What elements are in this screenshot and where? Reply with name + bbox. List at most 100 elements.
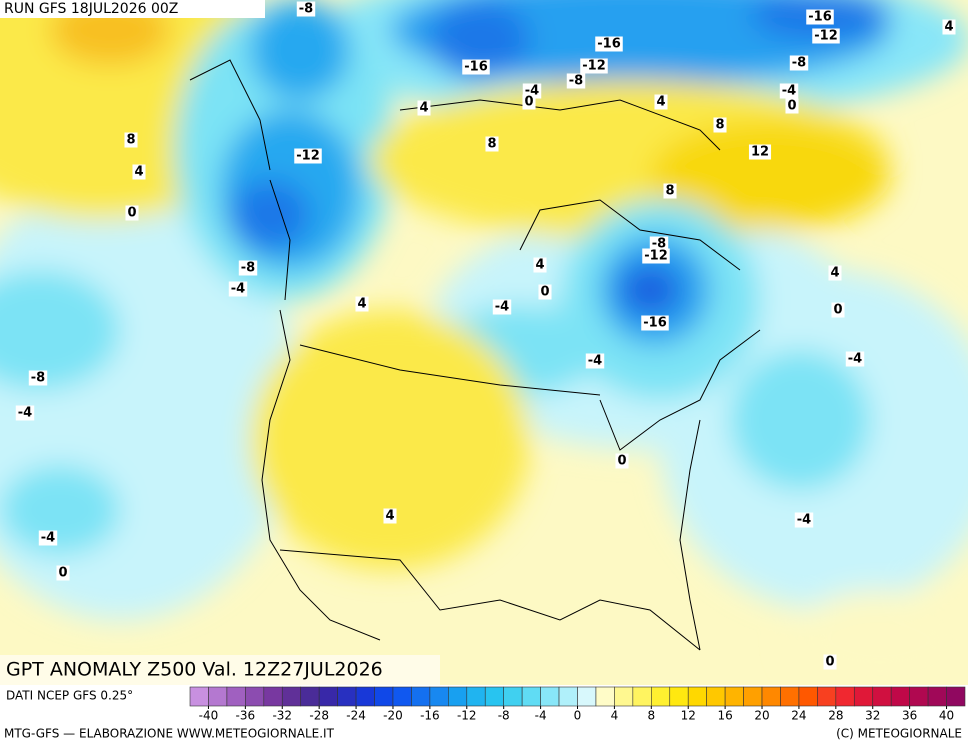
footer-right: (C) METEOGIORNALE — [836, 727, 962, 741]
colorbar-tick-label: 24 — [791, 709, 806, 723]
contour-label: -16 — [808, 10, 832, 25]
contour-label: 4 — [357, 297, 366, 312]
colorbar-swatch — [411, 686, 431, 707]
contour-label: -4 — [782, 84, 796, 99]
colorbar: -40 -36 -32 -28 -24 -20 -16 -12 -8 -4 0 4 8 12 16 20 24 2… — [189, 686, 966, 723]
colorbar-tick-label: 36 — [902, 709, 917, 723]
contour-label-bg — [789, 55, 809, 71]
colorbar-swatch — [817, 686, 837, 707]
contour-label-bg — [654, 94, 668, 110]
colorbar-swatch — [909, 686, 929, 707]
contour-label-bg — [828, 265, 842, 281]
contour-label: -8 — [241, 261, 255, 276]
contour-label-bg — [485, 136, 499, 152]
colorbar-tick-label: -12 — [457, 709, 477, 723]
contour-label-bg — [56, 565, 70, 581]
contour-label: 0 — [524, 95, 533, 110]
contour-label: 8 — [126, 133, 135, 148]
contour-label-bg — [533, 257, 547, 273]
contour-label-bg — [748, 144, 772, 160]
contour-label-bg — [649, 236, 669, 252]
colorbar-swatch — [540, 686, 560, 707]
contour-label: 4 — [385, 509, 394, 524]
contour-label-bg — [238, 260, 258, 276]
colorbar-swatch — [300, 686, 320, 707]
contour-label-bg — [806, 9, 834, 25]
colorbar-swatch — [208, 686, 228, 707]
map-title: GPT ANOMALY Z500 Val. 12Z27JUL2026 — [6, 659, 383, 681]
coastlines — [189, 59, 761, 651]
contour-label-bg — [132, 164, 146, 180]
contour-label-bg — [812, 28, 840, 44]
colorbar-swatch — [761, 686, 781, 707]
contour-label-bg — [296, 1, 316, 17]
contour-label: 0 — [787, 99, 796, 114]
colorbar-tick-label: -20 — [383, 709, 403, 723]
title-box — [0, 655, 440, 685]
colorbar-tick-label: 20 — [754, 709, 769, 723]
contour-label: 0 — [617, 454, 626, 469]
map — [0, 0, 968, 685]
colorbar-tick-label: -24 — [346, 709, 366, 723]
contour-label: 4 — [419, 101, 428, 116]
colorbar-swatch — [577, 686, 597, 707]
colorbar-swatch — [318, 686, 338, 707]
colorbar-swatch — [484, 686, 504, 707]
colorbar-swatch — [521, 686, 541, 707]
colorbar-swatch — [687, 686, 707, 707]
contour-label-bg — [522, 94, 536, 110]
contour-label-bg — [845, 351, 865, 367]
colorbar-swatch — [245, 686, 265, 707]
contour-label-bg — [595, 36, 623, 52]
contour-label: -4 — [41, 531, 55, 546]
colorbar-swatch — [853, 686, 874, 707]
contour-label-bg — [462, 59, 490, 75]
contour-label: 4 — [944, 20, 953, 35]
contour-label-bg — [794, 512, 814, 528]
contour-label: 4 — [535, 258, 544, 273]
colorbar-swatch — [669, 686, 689, 707]
contour-label: -4 — [18, 406, 32, 421]
colorbar-tick-label: -8 — [498, 709, 510, 723]
contour-label: 8 — [715, 118, 724, 133]
contour-label-bg — [942, 19, 956, 35]
contour-label-bg — [785, 98, 799, 114]
contour-label: 0 — [540, 285, 549, 300]
contour-label: 8 — [665, 184, 674, 199]
contour-label: 12 — [751, 145, 769, 160]
colorbar-swatch — [392, 686, 412, 707]
contour-label: -12 — [296, 149, 320, 164]
contour-label: -8 — [792, 56, 806, 71]
colorbar-tick-label: 0 — [574, 709, 582, 723]
contour-label-bg — [615, 453, 629, 469]
colorbar-tick-label: 12 — [681, 709, 696, 723]
contour-label: -8 — [299, 2, 313, 17]
contour-label: -12 — [644, 249, 668, 264]
colorbar-tick-label: -32 — [272, 709, 292, 723]
colorbar-swatch — [946, 686, 966, 707]
contour-label: -8 — [569, 74, 583, 89]
colorbar-swatch — [872, 686, 892, 707]
contour-label: -8 — [652, 237, 666, 252]
run-info: RUN GFS 18JUL2026 00Z — [4, 1, 178, 17]
colorbar-swatch — [374, 686, 394, 707]
colorbar-tick-label: 40 — [939, 709, 954, 723]
colorbar-swatch — [189, 686, 209, 707]
colorbar-swatch — [780, 686, 800, 707]
colorbar-tick-label: -16 — [420, 709, 440, 723]
contour-label-bg — [538, 284, 552, 300]
contour-label: 0 — [833, 303, 842, 318]
contour-label: -4 — [797, 513, 811, 528]
contour-label: 4 — [830, 266, 839, 281]
colorbar-swatch — [890, 686, 910, 707]
colorbar-swatch — [466, 686, 486, 707]
contour-label-bg — [383, 508, 397, 524]
colorbar-swatch — [503, 686, 523, 707]
colorbar-swatch — [337, 686, 357, 707]
contour-label: 0 — [58, 566, 67, 581]
colorbar-swatch — [595, 686, 615, 707]
colorbar-swatch — [448, 686, 468, 707]
colorbar-tick-label: 16 — [717, 709, 732, 723]
contour-label: -4 — [848, 352, 862, 367]
